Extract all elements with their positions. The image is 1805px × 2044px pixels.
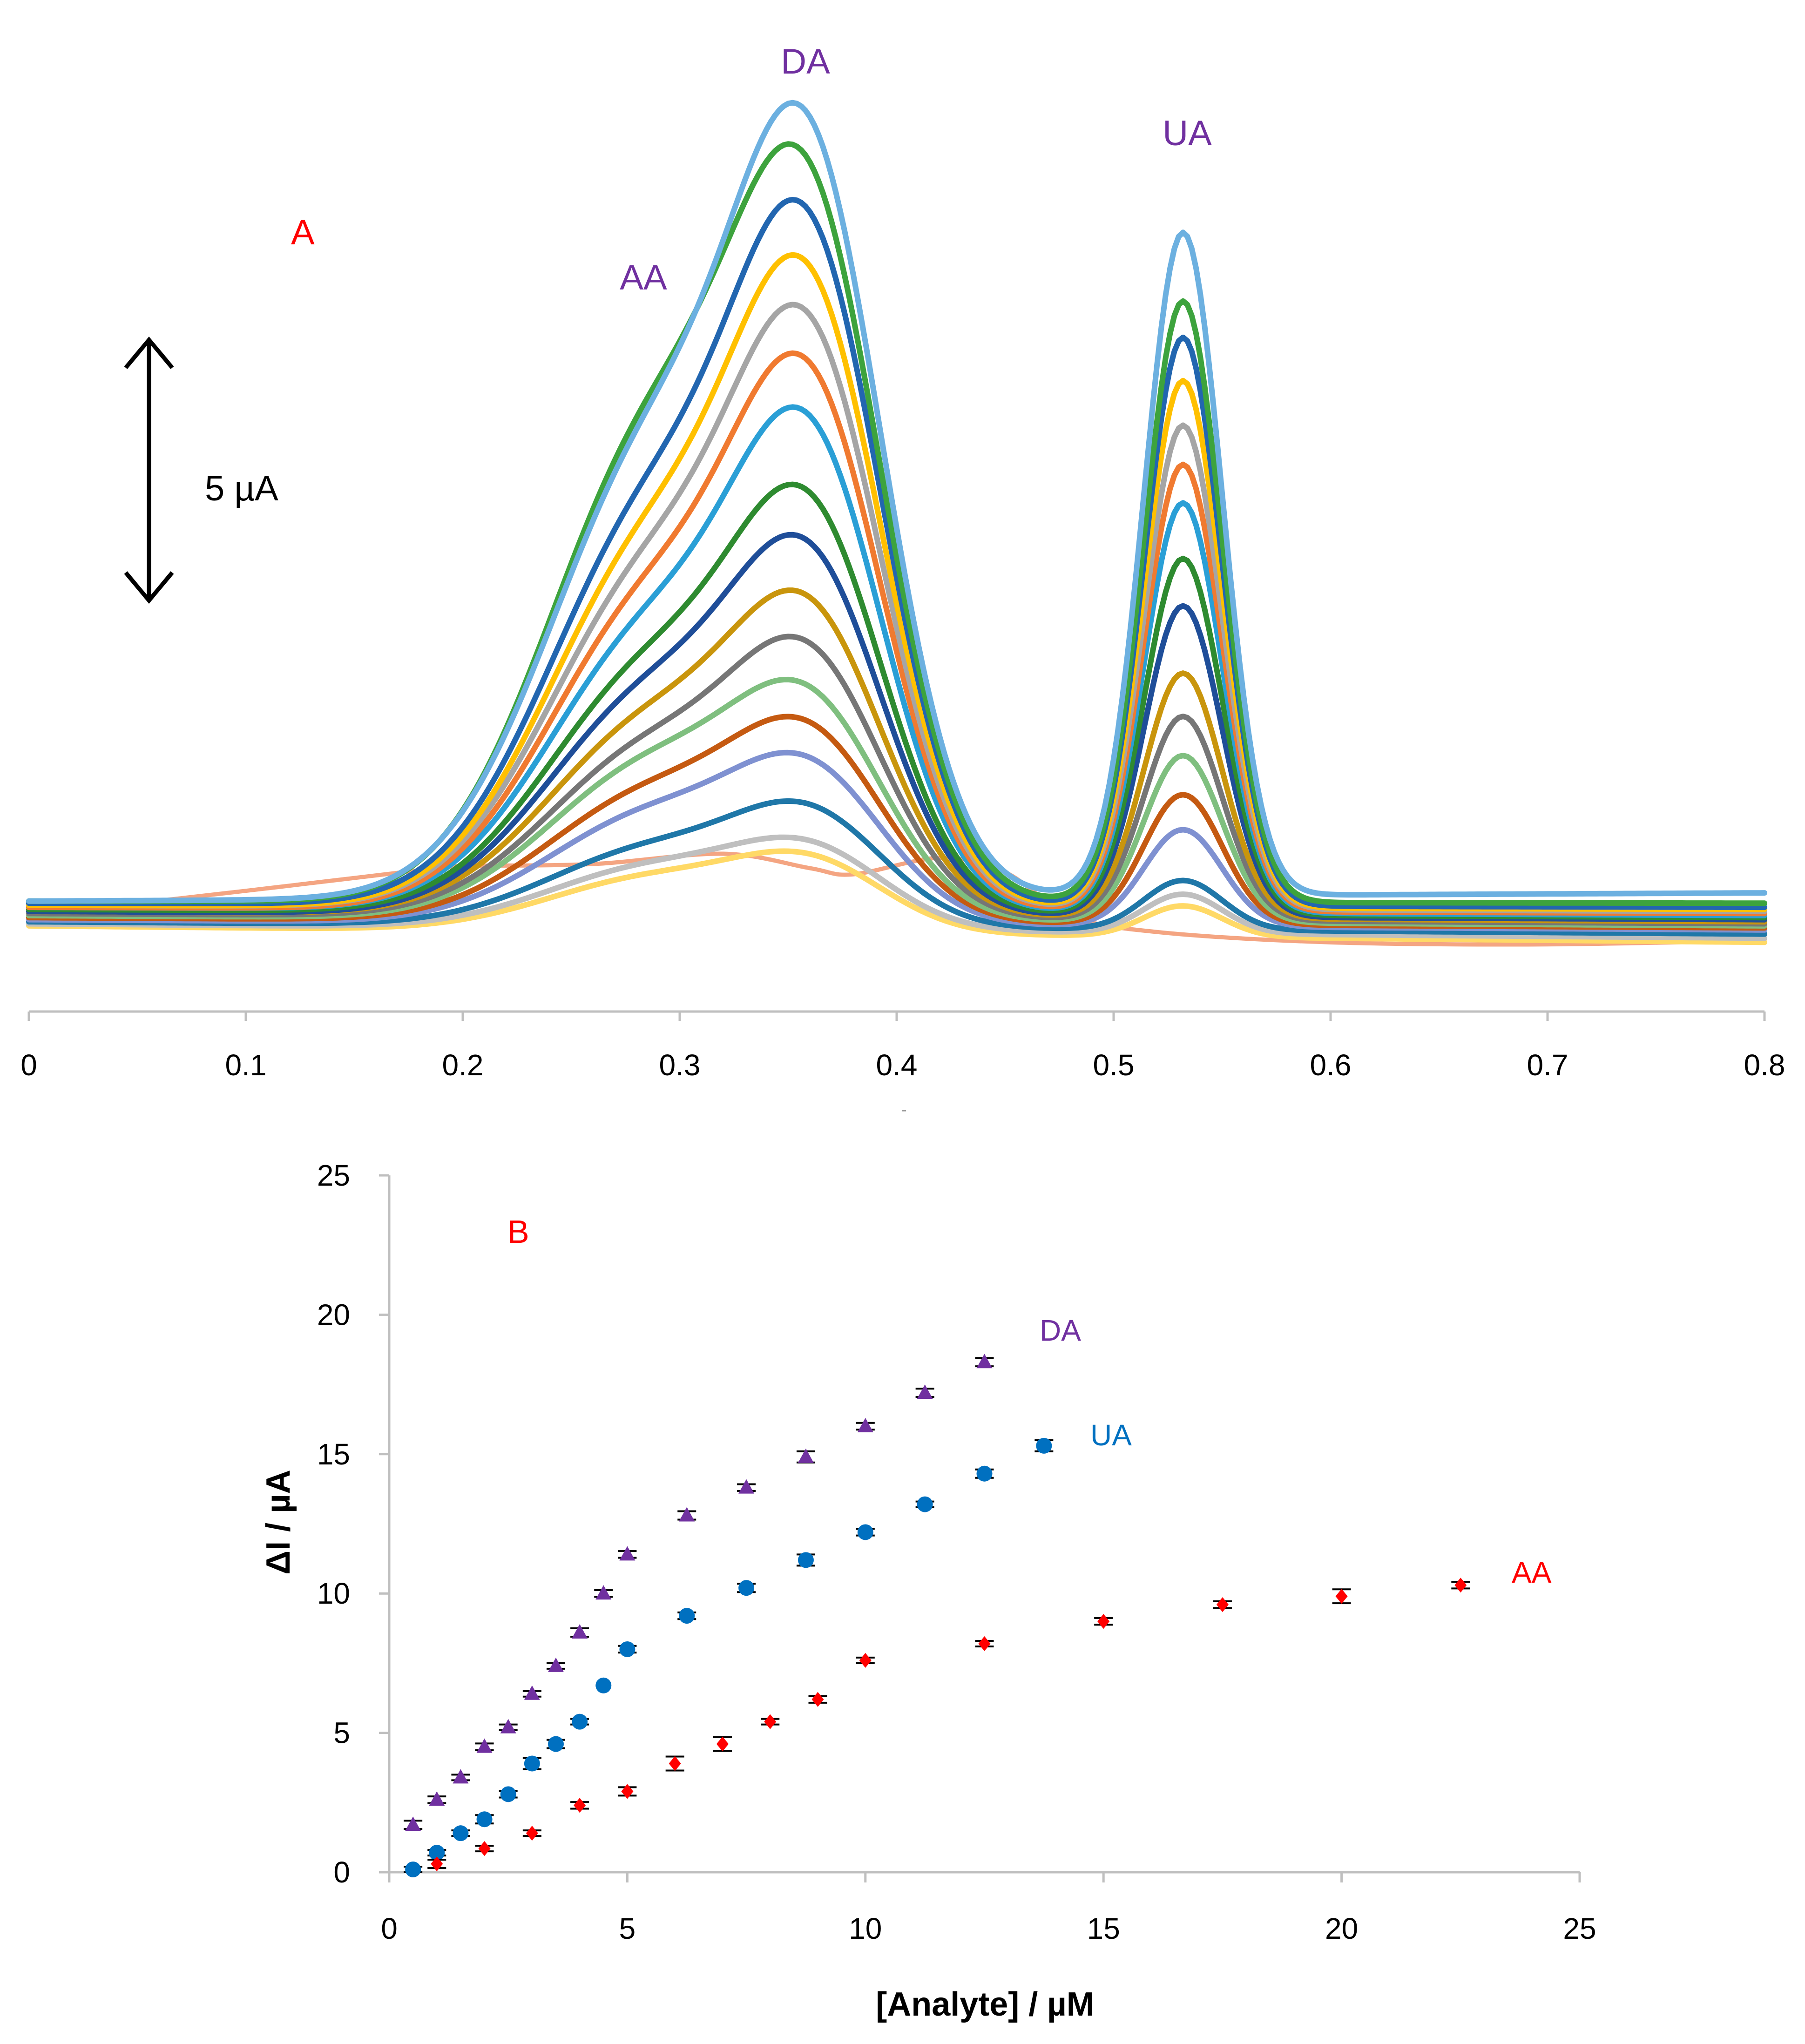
data-point-aa <box>1216 1597 1229 1612</box>
data-point-aa <box>978 1636 991 1651</box>
data-point-aa <box>764 1714 777 1729</box>
data-point-da <box>476 1738 493 1753</box>
calibration-points <box>404 1354 1470 1878</box>
peak-label-da: DA <box>781 42 830 81</box>
data-point-ua <box>405 1862 421 1878</box>
panel-a-x-tick-label: 0.8 <box>1744 1048 1785 1082</box>
peak-label-ua: UA <box>1163 114 1212 153</box>
series-label-aa: AA <box>1512 1556 1552 1589</box>
data-point-ua <box>429 1845 445 1861</box>
data-point-da <box>524 1685 540 1700</box>
panel-a-x-tick-label: 0.1 <box>225 1048 267 1082</box>
data-point-aa <box>621 1784 634 1799</box>
data-point-ua <box>619 1641 635 1657</box>
data-point-da <box>548 1657 564 1672</box>
panel-b-y-tick-label: 20 <box>317 1298 350 1331</box>
data-point-aa <box>526 1826 538 1841</box>
data-point-aa <box>431 1856 443 1872</box>
data-point-da <box>595 1585 612 1600</box>
panel-b-y-tick-label: 0 <box>333 1855 350 1889</box>
panel-a-x-tick-label: 0.7 <box>1527 1048 1568 1082</box>
data-point-da <box>738 1479 755 1494</box>
data-point-da <box>453 1769 469 1784</box>
panel-b-x-tick-labels: 0 5 10 15 20 25 <box>381 1912 1596 1945</box>
panel-a-x-ticks <box>27 1012 1766 1021</box>
panel-a-x-tick-label: 0.6 <box>1310 1048 1352 1082</box>
data-point-aa <box>859 1653 872 1668</box>
panel-b-x-axis-label: [Analyte] / µM <box>876 1986 1095 2023</box>
data-point-da <box>679 1507 695 1522</box>
series-label-ua: UA <box>1090 1418 1132 1452</box>
scale-bar: 5 µA <box>124 336 278 604</box>
series-label-da: DA <box>1040 1314 1081 1347</box>
panel-b-x-tick-label: 10 <box>849 1912 882 1945</box>
peak-label-aa: AA <box>620 258 667 297</box>
data-point-da <box>798 1448 814 1463</box>
voltammogram-curves <box>26 100 1767 947</box>
panel-b-label: B <box>507 1214 529 1250</box>
data-point-ua <box>524 1755 540 1772</box>
panel-b-y-tick-label: 25 <box>317 1159 350 1192</box>
data-point-ua <box>976 1465 993 1482</box>
panel-a: 0 0.1 0.2 0.3 0.4 0.5 0.6 0.7 0.8 A 5 µA AA DA U… <box>20 42 1785 1112</box>
data-point-aa <box>574 1798 586 1813</box>
data-point-da <box>857 1417 873 1432</box>
voltammogram-curve-c15 <box>26 196 1767 911</box>
panel-a-x-tick-label: 0.5 <box>1093 1048 1135 1082</box>
data-point-ua <box>738 1580 755 1596</box>
data-point-da <box>500 1719 516 1734</box>
panel-b-y-axis-label: ΔI / µA <box>260 1470 297 1574</box>
data-point-ua <box>572 1713 588 1730</box>
data-point-aa <box>478 1841 491 1856</box>
data-point-da <box>572 1624 588 1639</box>
panel-b: 0 5 10 15 20 25 0 5 10 15 20 25 ΔI / µA [Analyte] … <box>260 1159 1596 2023</box>
panel-b-y-tick-label: 10 <box>317 1577 350 1610</box>
data-point-ua <box>798 1552 814 1568</box>
data-point-ua <box>1036 1437 1052 1454</box>
panel-a-x-tick-label: 0.2 <box>442 1048 484 1082</box>
panel-b-y-tick-labels: 0 5 10 15 20 25 <box>317 1159 350 1889</box>
data-point-da <box>405 1816 421 1831</box>
panel-b-x-tick-label: 25 <box>1563 1912 1596 1945</box>
data-point-ua <box>857 1524 873 1540</box>
data-point-aa <box>811 1692 824 1707</box>
panel-b-x-tick-label: 0 <box>381 1912 398 1945</box>
data-point-aa <box>1335 1589 1348 1604</box>
scale-bar-arrow-down-icon <box>124 571 174 604</box>
data-point-da <box>619 1546 635 1561</box>
scale-bar-arrow-up-icon <box>124 336 174 369</box>
data-point-aa <box>716 1736 729 1752</box>
data-point-ua <box>453 1825 469 1842</box>
panel-a-x-tick-label: 0 <box>20 1048 37 1082</box>
panel-a-x-tick-label: 0.3 <box>659 1048 701 1082</box>
data-point-ua <box>500 1786 516 1802</box>
panel-b-x-tick-label: 5 <box>619 1912 636 1945</box>
data-point-aa <box>1454 1578 1467 1593</box>
data-point-da <box>429 1791 445 1806</box>
data-point-ua <box>595 1677 612 1693</box>
data-point-aa <box>669 1756 681 1771</box>
scale-bar-label: 5 µA <box>205 469 278 508</box>
panel-b-x-tick-label: 20 <box>1325 1912 1358 1945</box>
data-point-aa <box>1097 1614 1110 1629</box>
panel-b-ticks <box>379 1174 1581 1882</box>
panel-a-x-tick-labels: 0 0.1 0.2 0.3 0.4 0.5 0.6 0.7 0.8 <box>20 1048 1785 1082</box>
panel-b-y-tick-label: 15 <box>317 1437 350 1471</box>
data-point-ua <box>476 1811 493 1828</box>
data-point-da <box>976 1354 993 1369</box>
voltammogram-curve-c17 <box>26 100 1767 904</box>
data-point-da <box>917 1384 933 1399</box>
panel-b-x-tick-label: 15 <box>1087 1912 1120 1945</box>
data-point-ua <box>548 1736 564 1752</box>
panel-a-x-tick-label: 0.4 <box>876 1048 918 1082</box>
panel-a-label: A <box>291 213 315 252</box>
panel-b-y-tick-label: 5 <box>333 1716 350 1750</box>
data-point-ua <box>917 1496 933 1512</box>
data-point-ua <box>679 1608 695 1624</box>
